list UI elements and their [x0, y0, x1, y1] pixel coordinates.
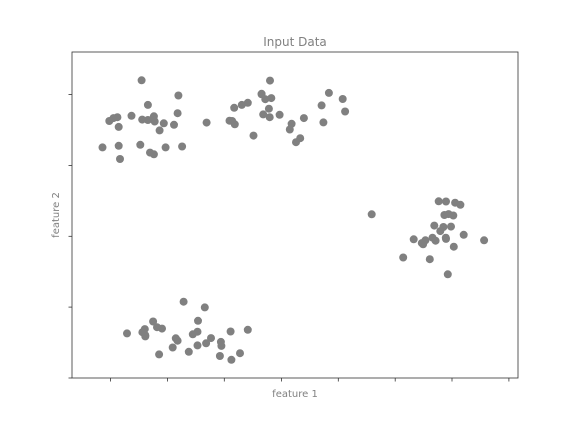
- data-point: [184, 347, 193, 356]
- data-point: [140, 325, 149, 334]
- data-point: [114, 141, 123, 150]
- data-point: [367, 210, 376, 219]
- data-point: [243, 325, 252, 334]
- data-point: [193, 341, 202, 350]
- y-axis-ticks: [68, 94, 72, 379]
- data-point: [399, 253, 408, 262]
- data-point: [113, 113, 122, 122]
- data-point: [173, 336, 182, 345]
- data-point: [267, 94, 276, 103]
- data-point: [174, 91, 183, 100]
- data-point: [105, 117, 114, 125]
- data-point: [149, 112, 158, 121]
- data-point: [123, 329, 131, 338]
- data-point: [417, 239, 426, 248]
- data-point: [202, 339, 211, 348]
- data-point: [443, 270, 452, 279]
- data-point: [243, 98, 252, 107]
- points-layer: [98, 76, 489, 364]
- data-point: [425, 255, 434, 264]
- data-point: [439, 223, 448, 231]
- data-point: [237, 100, 246, 109]
- data-point: [202, 118, 211, 127]
- data-point: [170, 120, 178, 129]
- data-point: [137, 76, 146, 85]
- data-point: [451, 198, 460, 207]
- data-point: [200, 303, 209, 312]
- data-point: [153, 323, 161, 332]
- x-axis-label: feature 1: [272, 389, 318, 400]
- data-point: [264, 104, 273, 113]
- data-point: [441, 233, 450, 242]
- data-point: [178, 142, 187, 151]
- data-point: [341, 107, 350, 116]
- plot-area: [71, 51, 519, 379]
- data-point: [299, 114, 308, 123]
- data-point: [161, 143, 170, 152]
- data-point: [259, 110, 268, 119]
- data-point: [227, 355, 236, 364]
- data-point: [149, 317, 158, 326]
- data-point: [459, 230, 468, 239]
- data-point: [449, 242, 458, 251]
- data-point: [230, 103, 239, 112]
- data-point: [338, 95, 347, 103]
- data-point: [127, 111, 136, 120]
- data-point: [168, 343, 177, 352]
- data-point: [317, 101, 326, 110]
- data-point: [431, 236, 440, 245]
- data-point: [136, 140, 145, 149]
- data-point: [449, 211, 458, 220]
- data-point: [207, 334, 215, 343]
- data-point: [324, 88, 333, 97]
- data-point: [173, 109, 182, 118]
- data-point: [249, 131, 258, 140]
- data-point: [434, 197, 443, 206]
- data-point: [409, 235, 418, 244]
- data-point: [98, 143, 107, 152]
- data-point: [442, 197, 450, 206]
- data-point: [217, 341, 226, 350]
- data-point: [138, 115, 147, 124]
- data-point: [179, 297, 188, 306]
- data-point: [261, 95, 270, 104]
- data-point: [116, 155, 124, 163]
- data-point: [114, 122, 123, 131]
- data-point: [143, 116, 152, 124]
- data-point: [447, 222, 455, 231]
- data-point: [155, 350, 164, 359]
- data-point: [194, 316, 202, 325]
- data-point: [155, 126, 164, 135]
- data-point: [159, 119, 168, 128]
- data-point: [149, 150, 158, 159]
- x-axis-ticks: [110, 378, 510, 382]
- data-point: [141, 332, 150, 341]
- data-point: [226, 327, 235, 336]
- chart-title: Input Data: [263, 35, 327, 49]
- data-point: [296, 134, 305, 143]
- data-point: [236, 349, 244, 358]
- data-point: [480, 236, 489, 245]
- data-point: [430, 221, 439, 230]
- y-axis-label: feature 2: [51, 192, 62, 238]
- data-point: [275, 110, 284, 119]
- data-point: [287, 119, 296, 128]
- data-point: [319, 118, 328, 127]
- data-point: [193, 327, 202, 336]
- data-point: [266, 76, 274, 85]
- data-point: [230, 120, 239, 129]
- data-point: [265, 113, 274, 122]
- data-point: [143, 100, 152, 109]
- data-point: [215, 352, 224, 360]
